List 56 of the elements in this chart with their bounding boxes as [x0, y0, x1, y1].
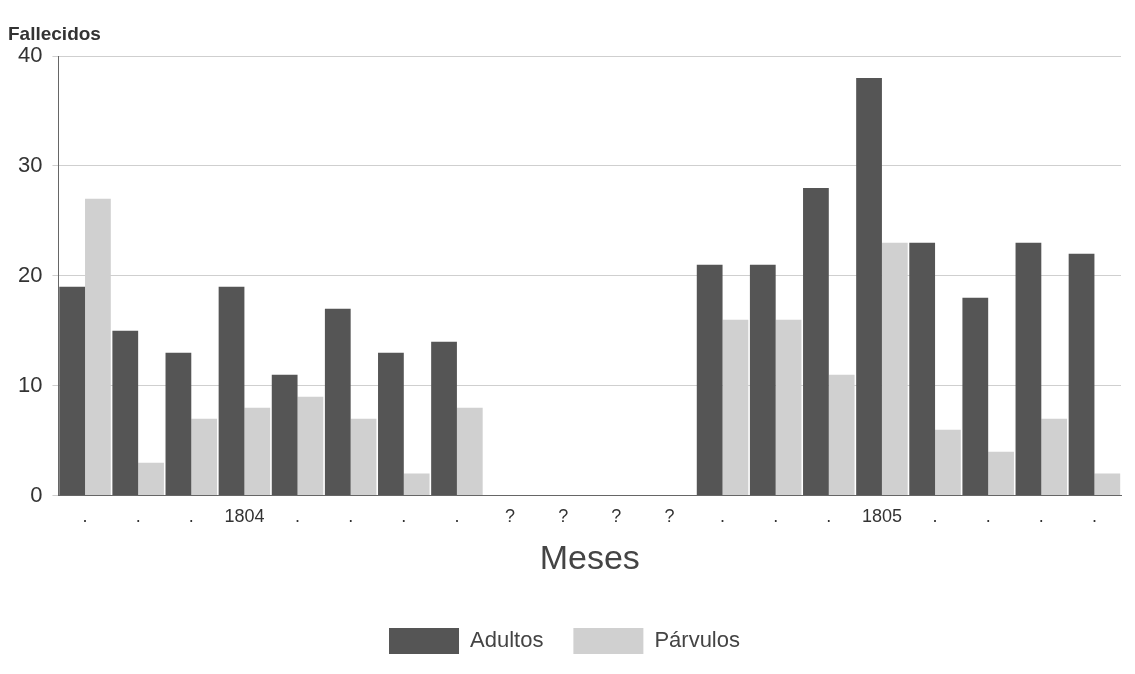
x-axis-title: Meses	[539, 537, 640, 576]
bar	[244, 407, 271, 496]
bar	[456, 407, 483, 496]
x-tick-label: 1804	[224, 506, 265, 527]
x-tick-label: .	[985, 506, 991, 527]
bar	[59, 286, 86, 496]
legend-label: Adultos	[470, 627, 544, 653]
y-tick-label: 40	[17, 42, 43, 68]
bar	[218, 286, 245, 496]
x-tick-label: .	[188, 506, 194, 527]
y-tick-label: 20	[17, 261, 43, 287]
bar	[297, 396, 324, 496]
x-tick-label: ?	[664, 506, 675, 527]
x-tick-label: .	[720, 506, 726, 527]
bar	[350, 418, 377, 496]
y-axis-title: Fallecidos	[8, 22, 101, 44]
bar	[271, 374, 298, 496]
bar	[935, 429, 961, 496]
bar	[696, 264, 723, 496]
x-tick-label: .	[82, 506, 88, 527]
bar	[749, 264, 776, 496]
bar	[803, 187, 829, 496]
bar	[962, 297, 989, 496]
bar	[1015, 242, 1042, 496]
x-tick-label: .	[295, 506, 301, 527]
bar	[431, 341, 457, 496]
bar	[1041, 418, 1068, 496]
legend-label: Párvulos	[654, 627, 740, 653]
x-tick-label: .	[1038, 506, 1044, 527]
bar	[138, 462, 164, 496]
bar	[378, 352, 404, 496]
bar	[165, 352, 192, 496]
x-tick-label: 1805	[861, 506, 902, 527]
bar	[191, 418, 218, 496]
y-tick-label: 10	[17, 371, 43, 397]
x-tick-label: .	[135, 506, 141, 527]
x-tick-label: .	[773, 506, 779, 527]
x-tick-label: .	[932, 506, 938, 527]
x-tick-label: .	[454, 506, 460, 527]
x-tick-label: ?	[558, 506, 569, 527]
bar	[856, 77, 882, 496]
bar	[324, 308, 351, 496]
x-tick-label: .	[348, 506, 354, 527]
x-tick-label: .	[401, 506, 407, 527]
bar	[988, 451, 1014, 496]
x-tick-label: ?	[611, 506, 622, 527]
bar	[909, 242, 936, 496]
x-tick-label: .	[826, 506, 832, 527]
bar	[1094, 473, 1121, 496]
bar	[403, 473, 430, 496]
x-tick-label: .	[1091, 506, 1097, 527]
bar	[1068, 253, 1095, 496]
y-tick-label: 0	[30, 481, 43, 507]
y-tick-label: 30	[17, 151, 43, 177]
bar	[112, 330, 139, 496]
x-tick-label: ?	[505, 506, 516, 527]
